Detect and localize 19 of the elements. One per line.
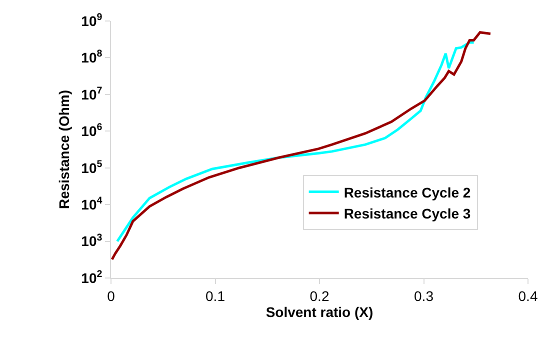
- line-series: [116, 41, 476, 243]
- y-axis-title: Resistance (Ohm): [56, 90, 72, 210]
- x-tick-label: 0.3: [414, 288, 434, 304]
- y-tick-label: 10$^{7}$: [81, 85, 103, 102]
- x-tick-label: 0: [107, 288, 116, 304]
- x-tick-label: 0.2: [310, 288, 330, 304]
- y-tick-label: 10$^{4}$: [81, 196, 103, 212]
- y-tick-label: 10$^{9}$: [81, 12, 103, 29]
- x-axis-title: Solvent ratio (X): [266, 304, 374, 320]
- legend-label: Resistance Cycle 2: [344, 184, 471, 200]
- line-series: [111, 31, 492, 261]
- y-tick-label: 10$^{6}$: [81, 122, 103, 140]
- legend-label: Resistance Cycle 3: [344, 205, 471, 222]
- y-tick-label: 10$^{3}$: [81, 232, 103, 250]
- x-tick-label: 0.1: [206, 288, 226, 304]
- y-tick-label: 10$^{2}$: [81, 269, 103, 286]
- x-tick-label: 0.4: [518, 288, 538, 304]
- y-tick-label: 10$^{5}$: [81, 158, 103, 176]
- y-tick-label: 10$^{8}$: [81, 48, 103, 66]
